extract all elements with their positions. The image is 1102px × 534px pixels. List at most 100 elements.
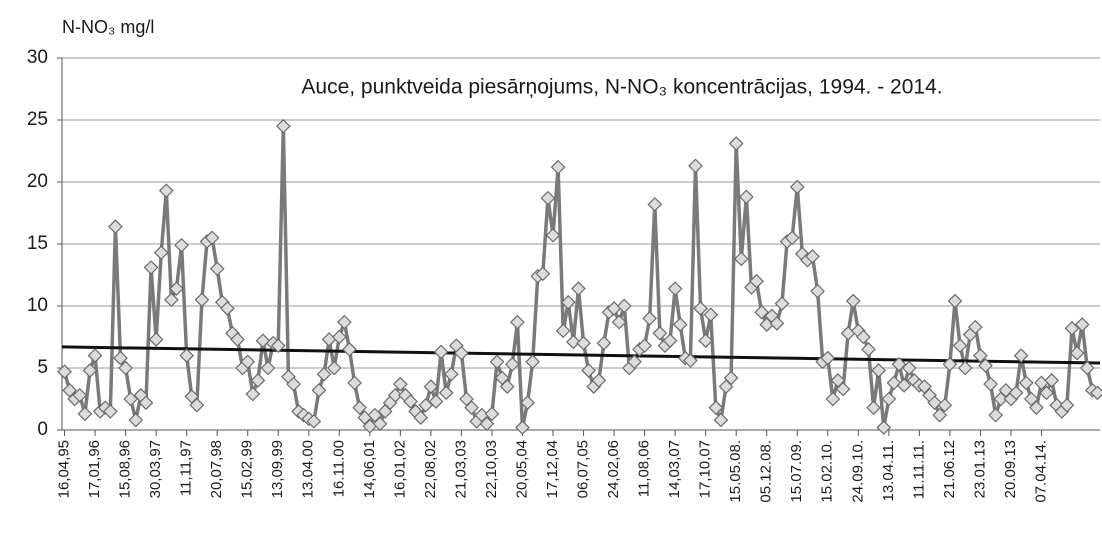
y-tick-label: 10 [27, 295, 48, 316]
x-tick-label: 06,07,05 [575, 440, 592, 498]
data-point [275, 118, 291, 134]
data-point [82, 363, 98, 378]
data-point [647, 196, 663, 212]
data-point [260, 360, 276, 376]
data-point [306, 413, 322, 429]
data-point [174, 237, 189, 253]
data-point [428, 394, 444, 409]
data-point [952, 338, 968, 354]
data-point [896, 378, 912, 393]
data-point [566, 334, 581, 350]
data-point [209, 261, 225, 277]
x-tick-label: 13.04.00 [300, 440, 317, 498]
data-point [164, 292, 179, 308]
data-point [342, 342, 357, 357]
data-point [627, 354, 642, 370]
x-tick-label: 15.07.09. [788, 440, 805, 503]
x-tick-label: 21,03,03 [452, 440, 469, 498]
data-point [286, 376, 301, 392]
data-point [576, 335, 591, 351]
x-tick-label: 20.09.13 [1002, 440, 1019, 498]
data-point [311, 382, 327, 398]
data-point [143, 260, 159, 275]
data-point [784, 230, 800, 246]
data-point [77, 406, 93, 422]
y-tick-label: 5 [37, 357, 48, 378]
data-point [158, 183, 174, 199]
data-point [535, 266, 551, 282]
data-point [708, 400, 724, 416]
data-point [540, 190, 556, 206]
data-point [555, 323, 571, 339]
data-point [703, 307, 719, 323]
trend-line [61, 345, 1101, 365]
data-point [789, 179, 805, 195]
x-tick-label: 16,04,95 [56, 440, 73, 498]
chart-title: Auce, punktveida piesārņojums, N-NO₃ kon… [301, 76, 942, 99]
data-point [1064, 320, 1080, 336]
data-point [403, 394, 418, 409]
data-point [967, 319, 983, 335]
data-point [560, 294, 576, 310]
data-point [72, 387, 88, 403]
data-point [810, 283, 825, 299]
x-tick-label: 22,10,03 [483, 440, 500, 498]
data-point [932, 407, 948, 423]
data-point [230, 332, 245, 347]
data-point [774, 296, 790, 311]
data-point [581, 363, 596, 378]
data-point [723, 370, 739, 386]
x-tick-label: 15,08,96 [117, 440, 134, 498]
data-point [769, 316, 785, 331]
data-point [443, 366, 459, 382]
x-tick-label: 17,01,96 [86, 440, 103, 498]
data-point [194, 292, 210, 308]
data-point [927, 395, 942, 411]
data-point [805, 249, 820, 264]
data-point [326, 360, 342, 376]
data-point [423, 379, 439, 394]
data-point [978, 358, 993, 373]
data-point [739, 189, 754, 205]
data-point [169, 281, 184, 296]
data-point [189, 397, 205, 413]
x-tick-label: 14,03,07 [666, 440, 683, 498]
data-point [1074, 317, 1090, 332]
y-tick-label: 15 [27, 233, 48, 254]
data-point [220, 301, 235, 316]
data-point [591, 373, 607, 388]
data-point [820, 350, 836, 366]
data-point [550, 159, 566, 175]
x-tick-label: 15.05.08. [727, 440, 744, 503]
x-tick-label: 23.01.13 [971, 440, 988, 498]
data-point [352, 400, 368, 416]
data-point [693, 301, 708, 316]
data-point [418, 397, 434, 413]
y-tick-label: 20 [27, 171, 48, 192]
data-point [637, 338, 652, 354]
data-point [988, 407, 1004, 423]
y-tick-label: 25 [27, 109, 48, 130]
data-point [688, 158, 703, 174]
data-point [372, 416, 388, 432]
data-point [947, 293, 963, 309]
data-point [983, 376, 998, 392]
x-tick-label: 11,08,06 [636, 440, 653, 497]
x-tick-label: 16,01,02 [391, 440, 408, 498]
data-point [108, 219, 123, 234]
data-point [840, 325, 856, 341]
data-point [525, 354, 541, 370]
x-tick-label: 11,11,97 [178, 440, 195, 496]
data-point [749, 273, 764, 289]
data-point [973, 348, 988, 363]
x-tick-label: 17,10,07 [697, 440, 714, 498]
data-point [866, 400, 881, 416]
data-point [438, 385, 454, 401]
data-point [845, 293, 861, 309]
x-tick-label: 15,02,99 [239, 440, 256, 498]
x-tick-label: 11.11.11. [910, 440, 927, 499]
y-axis-label: N-NO₃ mg/l [62, 17, 154, 37]
data-point [667, 281, 683, 296]
data-point [245, 386, 261, 402]
